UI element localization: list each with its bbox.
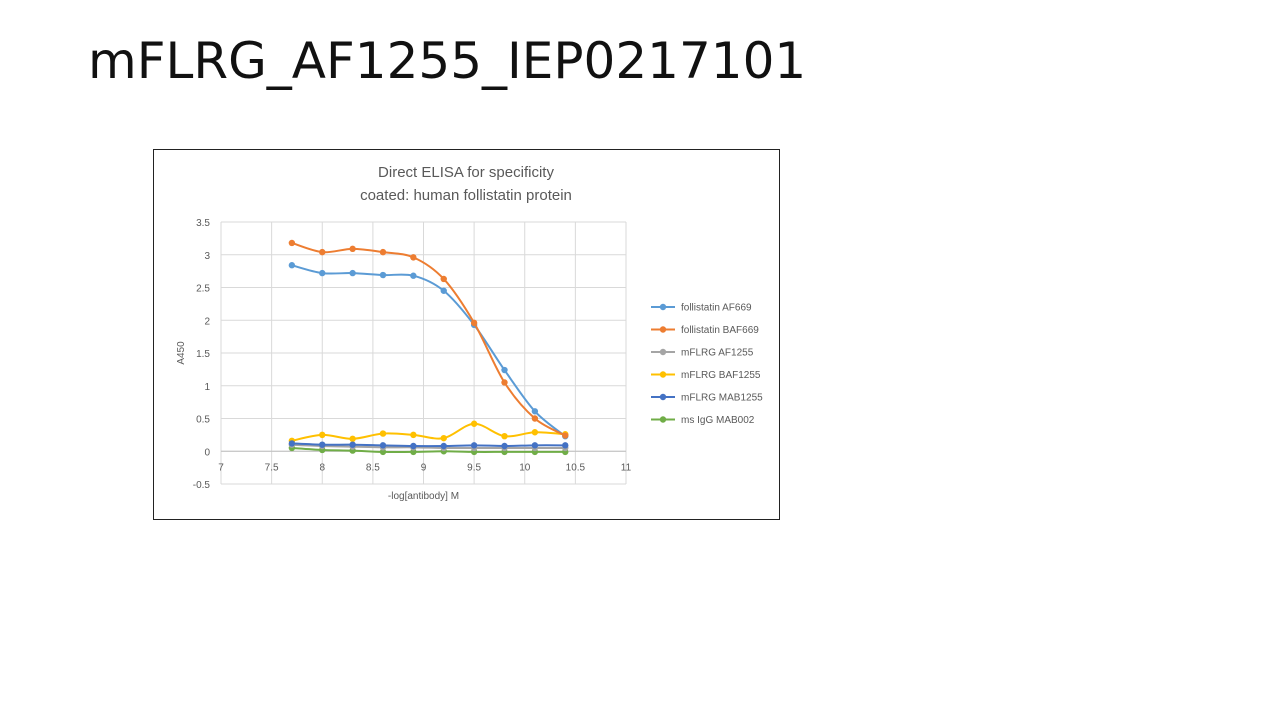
data-point (531, 415, 539, 422)
y-tick-label: 3 (204, 251, 210, 262)
data-point (288, 440, 296, 447)
data-point (410, 254, 417, 261)
series-lines (288, 239, 569, 456)
series-line (291, 242, 566, 437)
data-point (440, 275, 447, 283)
series-line (291, 443, 566, 450)
line-chart: 7 7.5 8 8.5 9 9.5 10 10.5 11 -0.5 0 0.5 1 1.5 2 2.5 3 3.5… (176, 164, 763, 502)
x-tick-label: 7.5 (265, 462, 279, 473)
series-line (291, 422, 566, 442)
chart-container: 7 7.5 8 8.5 9 9.5 10 10.5 11 -0.5 0 0.5 1 1.5 2 2.5 3 3.5… (153, 149, 780, 520)
legend-marker (659, 326, 667, 333)
data-point (531, 442, 539, 449)
legend: follistatin AF669 follistatin BAF669 mFLRG… (651, 303, 763, 426)
data-point (440, 287, 447, 294)
x-tick-label: 9 (421, 462, 427, 473)
x-axis-title: -log[antibody] M (388, 491, 459, 502)
x-tick-label: 8 (319, 462, 325, 473)
x-tick-label: 10 (519, 462, 531, 473)
data-point (410, 442, 417, 450)
data-point (288, 239, 296, 247)
data-point (501, 379, 508, 386)
data-point (410, 272, 417, 279)
data-point (379, 271, 387, 279)
legend-marker (659, 348, 667, 356)
data-point (319, 431, 326, 439)
data-point (531, 429, 539, 436)
data-point (349, 441, 356, 448)
data-point (501, 442, 508, 450)
y-tick-label: -0.5 (193, 480, 211, 491)
legend-marker (659, 416, 667, 423)
x-tick-label: 7 (218, 462, 224, 473)
x-tick-label: 9.5 (467, 462, 481, 473)
data-point (410, 448, 417, 456)
data-point (531, 408, 539, 415)
slide-title: mFLRG_AF1255_IEP0217101 (88, 32, 807, 90)
y-tick-label: 2 (204, 316, 210, 327)
x-tick-label: 11 (621, 462, 632, 473)
gridlines (220, 221, 627, 485)
chart-title: Direct ELISA for specificity (378, 164, 554, 181)
legend-label: mFLRG BAF1255 (681, 370, 761, 381)
y-tick-label: 3.5 (196, 218, 210, 229)
data-point (470, 420, 478, 427)
data-point (562, 442, 569, 449)
data-point (562, 432, 569, 439)
data-point (349, 269, 356, 277)
legend-marker (659, 371, 667, 378)
y-tick-label: 1.5 (196, 349, 210, 360)
data-point (440, 442, 447, 450)
y-tick-label: 1 (204, 382, 210, 393)
series-line (291, 442, 566, 448)
data-point (410, 431, 417, 439)
data-point (319, 441, 326, 448)
axes: 7 7.5 8 8.5 9 9.5 10 10.5 11 -0.5 0 0.5 1 1.5 2 2.5 3 3.5… (176, 218, 632, 502)
data-point (501, 366, 508, 374)
data-point (470, 319, 478, 327)
data-point (379, 430, 387, 437)
data-point (501, 432, 508, 440)
chart-subtitle: coated: human follistatin protein (360, 187, 572, 204)
data-point (379, 448, 387, 456)
legend-label: follistatin BAF669 (681, 325, 759, 336)
y-tick-label: 0.5 (196, 415, 210, 426)
y-tick-label: 0 (204, 447, 210, 458)
chart-titles: Direct ELISA for specificity coated: huma… (360, 164, 572, 204)
data-point (349, 245, 356, 253)
data-point (288, 262, 296, 269)
y-axis-title: A450 (176, 341, 187, 365)
legend-label: follistatin AF669 (681, 303, 752, 314)
data-point (379, 248, 387, 256)
data-point (319, 269, 326, 277)
legend-label: mFLRG AF1255 (681, 348, 754, 359)
data-point (440, 434, 447, 442)
data-point (470, 442, 478, 449)
data-point (349, 435, 356, 443)
legend-marker (659, 303, 667, 311)
series-line (291, 264, 566, 437)
y-tick-label: 2.5 (196, 284, 210, 295)
legend-label: ms IgG MAB002 (681, 415, 755, 426)
series-line (291, 446, 566, 454)
legend-label: mFLRG MAB1255 (681, 393, 763, 404)
x-tick-label: 8.5 (366, 462, 380, 473)
data-point (319, 248, 326, 256)
legend-marker (659, 393, 667, 401)
x-tick-label: 10.5 (566, 462, 586, 473)
data-point (379, 442, 387, 449)
